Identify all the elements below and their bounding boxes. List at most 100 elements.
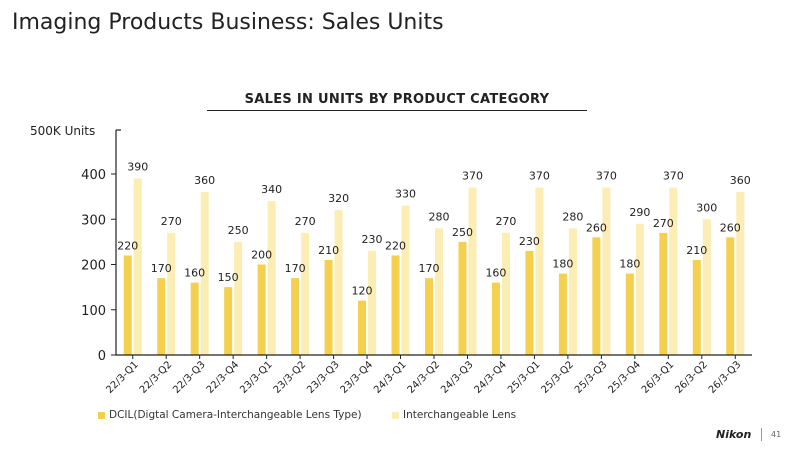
bar-interchangeable-lens: [501, 232, 510, 355]
bar-dcil: [391, 255, 400, 355]
legend-label-interchangeable-lens: Interchangeable Lens: [403, 409, 517, 421]
x-tick-label: 25/3-Q1: [506, 359, 543, 396]
bar-dcil: [224, 287, 233, 355]
page-title: Imaging Products Business: Sales Units: [12, 10, 444, 35]
bar-dcil: [425, 278, 433, 355]
data-label-interchangeable-lens: 390: [127, 161, 148, 174]
data-label-interchangeable-lens: 280: [562, 210, 583, 223]
x-tick-label: 23/3-Q4: [339, 359, 376, 396]
bar-dcil: [157, 278, 166, 355]
data-label-dcil: 170: [419, 262, 440, 275]
bar-interchangeable-lens: [334, 210, 343, 355]
legend-swatch-interchangeable-lens: [392, 411, 399, 419]
data-label-interchangeable-lens: 270: [495, 215, 516, 228]
bar-dcil: [659, 232, 668, 355]
data-label-interchangeable-lens: 370: [596, 170, 617, 183]
data-label-interchangeable-lens: 340: [261, 183, 282, 196]
data-label-dcil: 220: [117, 239, 138, 252]
bar-interchangeable-lens: [702, 219, 711, 355]
bar-dcil: [324, 259, 333, 355]
footer-divider: [761, 428, 762, 441]
bar-interchangeable-lens: [368, 250, 377, 355]
bar-interchangeable-lens: [301, 232, 310, 355]
data-label-dcil: 170: [151, 262, 172, 275]
x-tick-label: 25/3-Q3: [573, 359, 610, 396]
data-label-interchangeable-lens: 300: [696, 201, 717, 214]
bar-dcil: [592, 237, 601, 355]
data-label-interchangeable-lens: 250: [228, 224, 249, 237]
data-label-dcil: 170: [285, 262, 306, 275]
data-label-dcil: 180: [619, 258, 640, 271]
x-tick-label: 26/3-Q3: [707, 359, 744, 396]
x-tick-label: 24/3-Q4: [473, 359, 510, 396]
data-label-interchangeable-lens: 270: [295, 215, 316, 228]
bar-interchangeable-lens: [669, 187, 678, 355]
bar-interchangeable-lens: [602, 187, 611, 355]
data-label-dcil: 230: [519, 235, 540, 248]
x-tick-label: 24/3-Q2: [406, 359, 443, 396]
x-tick-label: 22/3-Q1: [104, 359, 141, 396]
x-tick-label: 25/3-Q2: [539, 359, 576, 396]
legend-swatch-dcil: [98, 411, 105, 419]
data-label-interchangeable-lens: 370: [663, 170, 684, 183]
bar-dcil: [291, 278, 300, 355]
x-tick-label: 23/3-Q1: [238, 359, 275, 396]
data-label-dcil: 260: [586, 221, 607, 234]
bar-interchangeable-lens: [736, 192, 745, 355]
x-tick-label: 23/3-Q2: [272, 359, 309, 396]
brand-logo: Nikon: [716, 428, 752, 441]
data-label-interchangeable-lens: 320: [328, 192, 349, 205]
chart-title: SALES IN UNITS BY PRODUCT CATEGORY: [207, 92, 587, 111]
legend-label-dcil: DCIL(Digtal Camera-Interchangeable Lens …: [109, 409, 362, 421]
bar-dcil: [726, 237, 735, 355]
data-label-dcil: 160: [184, 267, 205, 280]
y-tick-label: 100: [81, 304, 106, 319]
data-label-interchangeable-lens: 360: [730, 174, 751, 187]
data-label-dcil: 200: [251, 249, 272, 262]
x-tick-label: 24/3-Q1: [372, 359, 409, 396]
data-label-interchangeable-lens: 370: [462, 170, 483, 183]
bar-dcil: [123, 255, 132, 355]
data-label-dcil: 270: [653, 217, 674, 230]
data-label-dcil: 260: [720, 221, 741, 234]
bar-interchangeable-lens: [234, 241, 243, 355]
bar-interchangeable-lens: [167, 232, 176, 355]
x-tick-label: 26/3-Q2: [673, 359, 710, 396]
bar-interchangeable-lens: [401, 205, 410, 355]
legend-item-dcil: DCIL(Digtal Camera-Interchangeable Lens …: [98, 409, 362, 421]
x-tick-label: 22/3-Q3: [171, 359, 208, 396]
bar-dcil: [190, 282, 199, 355]
legend-item-interchangeable-lens: Interchangeable Lens: [392, 409, 516, 421]
data-label-dcil: 160: [485, 267, 506, 280]
bar-interchangeable-lens: [535, 187, 544, 355]
bar-dcil: [358, 300, 367, 355]
data-label-interchangeable-lens: 330: [395, 188, 416, 201]
bar-dcil: [257, 264, 266, 355]
y-tick-label: 0: [98, 349, 106, 364]
bar-interchangeable-lens: [635, 223, 644, 355]
x-tick-label: 22/3-Q4: [205, 359, 242, 396]
x-tick-label: 24/3-Q3: [439, 359, 476, 396]
data-label-dcil: 210: [318, 244, 339, 257]
x-tick-label: 26/3-Q1: [640, 359, 677, 396]
bar-interchangeable-lens: [435, 228, 443, 355]
bar-interchangeable-lens: [568, 228, 577, 355]
bar-interchangeable-lens: [267, 201, 276, 355]
data-label-interchangeable-lens: 290: [629, 206, 650, 219]
y-tick-label: 300: [81, 213, 106, 228]
data-label-dcil: 220: [385, 239, 406, 252]
data-label-interchangeable-lens: 370: [529, 170, 550, 183]
bar-interchangeable-lens: [468, 187, 477, 355]
bar-dcil: [558, 273, 567, 355]
data-label-interchangeable-lens: 270: [161, 215, 182, 228]
bar-interchangeable-lens: [200, 192, 209, 355]
data-label-interchangeable-lens: 360: [194, 174, 215, 187]
bar-dcil: [491, 282, 500, 355]
bar-dcil: [525, 250, 534, 355]
bar-interchangeable-lens: [133, 178, 142, 355]
y-tick-label: 200: [81, 259, 106, 274]
data-label-dcil: 150: [218, 271, 239, 284]
bar-dcil: [692, 259, 701, 355]
x-tick-label: 25/3-Q4: [606, 359, 643, 396]
